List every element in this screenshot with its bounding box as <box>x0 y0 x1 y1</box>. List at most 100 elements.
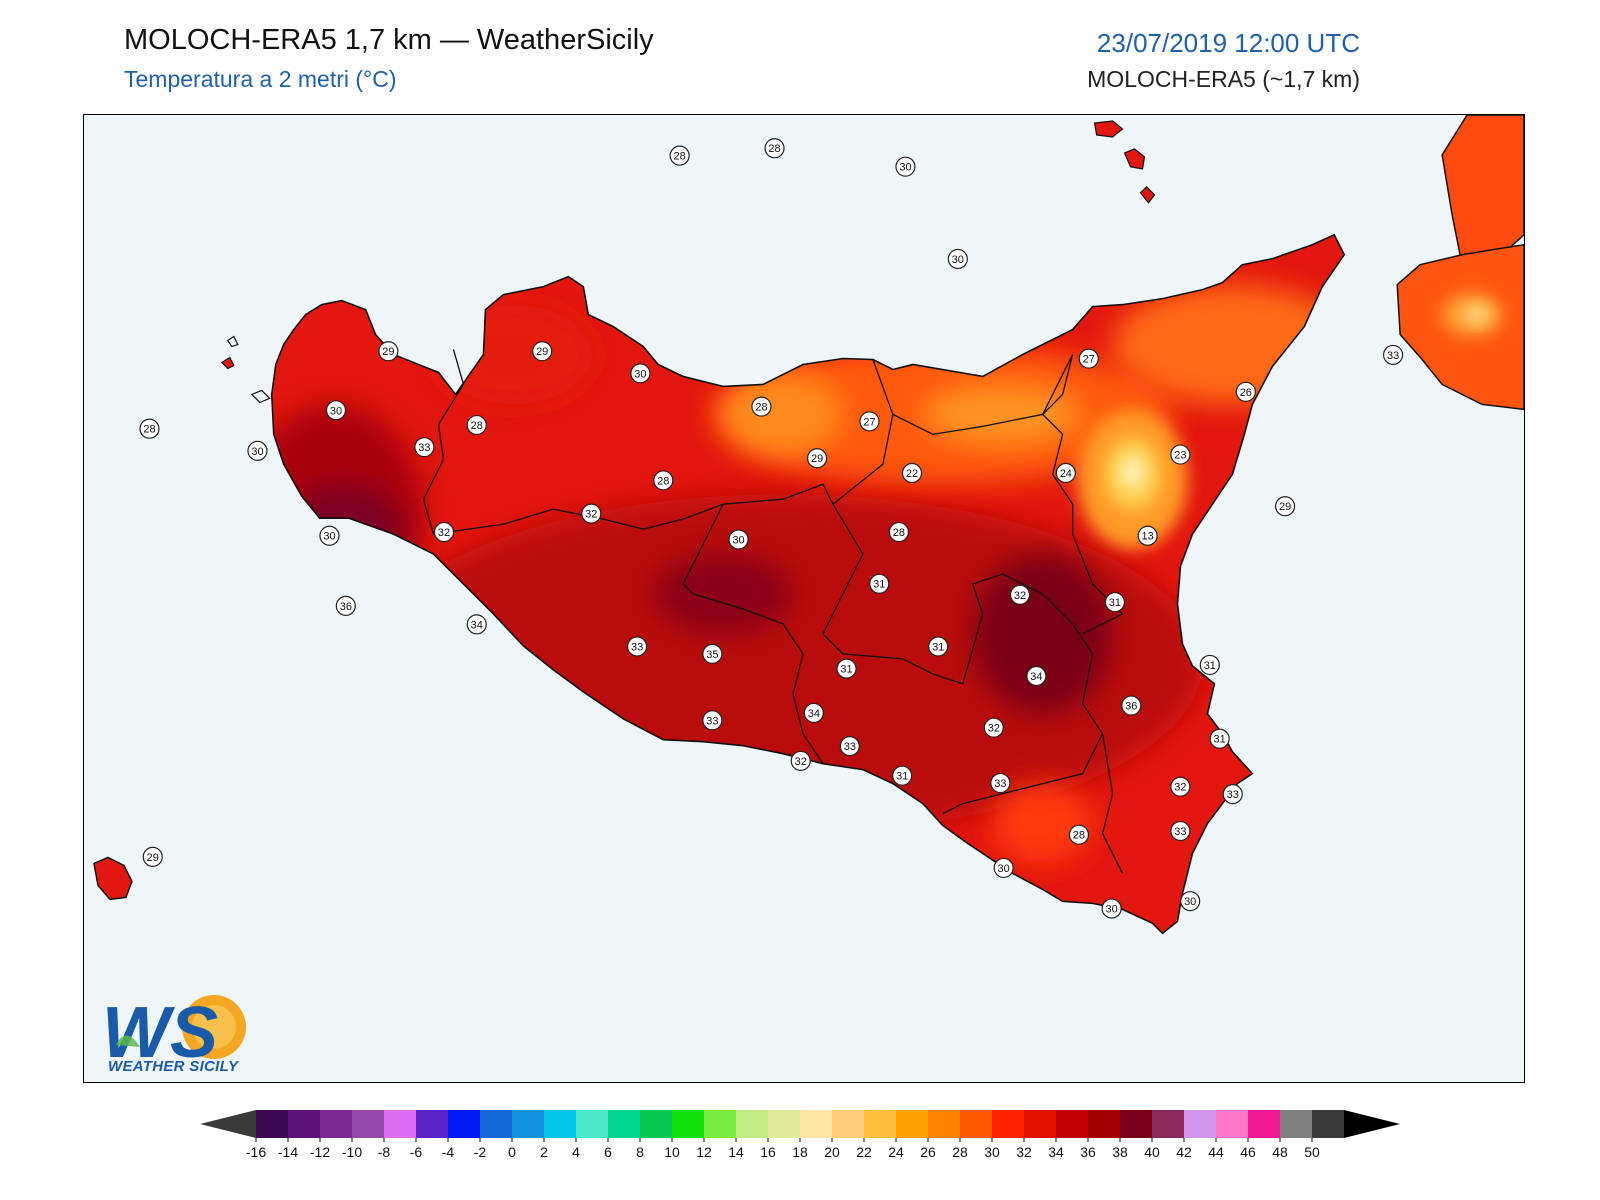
temperature-label-circle <box>1055 462 1076 484</box>
temperature-label: 31 <box>1199 654 1220 676</box>
temperature-label-circle <box>1235 381 1256 402</box>
colorbar-tick-label: -16 <box>246 1144 266 1160</box>
colorbar-tick-label: -8 <box>378 1144 391 1160</box>
colorbar-tick-label: 0 <box>508 1144 516 1160</box>
temperature-label-text: 28 <box>893 527 905 539</box>
map-canvas: 28 28 30 30 29 29 30 28 27 27 26 33 30 28 33 28 30 29 22 24… <box>84 115 1524 1082</box>
temperature-label: 30 <box>325 400 347 421</box>
temperature-label-circle <box>627 636 648 657</box>
temperature-label-text: 31 <box>896 771 908 783</box>
colorbar-swatch <box>1056 1110 1089 1138</box>
temperature-label: 30 <box>247 440 268 461</box>
colorbar-tick-label: -12 <box>310 1144 330 1160</box>
egadi-islands <box>220 335 271 404</box>
colorbar-tick-label: 22 <box>856 1144 872 1160</box>
temperature-label: 28 <box>669 145 690 166</box>
temperature-label-text: 22 <box>906 468 918 480</box>
temperature-label-text: 33 <box>1174 826 1186 838</box>
temperature-label-circle <box>325 400 347 421</box>
temperature-label: 33 <box>627 636 648 657</box>
temperature-label: 36 <box>1121 695 1142 716</box>
colorbar-swatch <box>256 1110 289 1138</box>
colorbar-swatch <box>1088 1110 1121 1138</box>
colorbar-tick-label: 6 <box>604 1144 612 1160</box>
colorbar-tick-label: 50 <box>1304 1144 1320 1160</box>
colorbar-tick-label: 48 <box>1272 1144 1288 1160</box>
temperature-label-circle <box>1222 784 1243 805</box>
temperature-label-text: 28 <box>143 424 155 436</box>
temperature-label-circle <box>378 341 399 362</box>
colorbar-tick-label: 12 <box>696 1144 712 1160</box>
temperature-label-circle <box>335 595 356 616</box>
temperature-label-text: 27 <box>863 416 875 428</box>
temperature-label: 32 <box>1009 584 1031 605</box>
colorbar-tick-label: 34 <box>1048 1144 1064 1160</box>
temperature-label-text: 30 <box>899 162 911 174</box>
temperature-map[interactable]: 28 28 30 30 29 29 30 28 27 27 26 33 30 28 33 28 30 29 22 24… <box>83 114 1525 1083</box>
temperature-label-circle <box>1137 525 1158 546</box>
temperature-label: 31 <box>1104 592 1125 613</box>
colorbar-tick-label: 2 <box>540 1144 548 1160</box>
temperature-label: 31 <box>892 765 913 786</box>
temperature-label: 27 <box>1078 348 1099 369</box>
temperature-label: 30 <box>993 857 1014 879</box>
temperature-label: 28 <box>139 418 160 439</box>
colorbar-tick-label: 32 <box>1016 1144 1032 1160</box>
temperature-label-text: 27 <box>1083 354 1095 366</box>
temperature-label-text: 30 <box>323 531 335 543</box>
temperature-label-text: 30 <box>1106 904 1118 916</box>
colorbar-swatch <box>448 1110 481 1138</box>
colorbar-swatch <box>1184 1110 1217 1138</box>
ws-logo-icon: WS <box>102 993 246 1073</box>
temperature-label-circle <box>1170 776 1191 797</box>
colorbar-swatch <box>1216 1110 1249 1138</box>
temperature-label-circle <box>836 658 857 679</box>
temperature-label-text: 30 <box>952 254 964 266</box>
temperature-label-text: 33 <box>418 442 430 454</box>
temperature-label: 28 <box>1068 824 1089 845</box>
temperature-label-circle <box>142 846 163 867</box>
temperature-label: 33 <box>1222 784 1243 805</box>
temperature-label: 30 <box>728 529 749 550</box>
colorbar-swatch <box>800 1110 833 1138</box>
temperature-label-circle <box>319 525 340 546</box>
temperature-label: 34 <box>1026 665 1047 687</box>
temperature-label-circle <box>888 521 909 543</box>
logo-text: WEATHER SICILY <box>108 1058 239 1075</box>
colorbar-tick-label: 38 <box>1112 1144 1128 1160</box>
temperature-label-circle <box>928 636 949 657</box>
colorbar-swatch <box>1152 1110 1185 1138</box>
temperature-label-text: 29 <box>811 453 823 465</box>
temperature-label-text: 34 <box>471 619 483 631</box>
colorbar-swatch <box>384 1110 417 1138</box>
temperature-label: 29 <box>532 341 553 362</box>
temperature-label-text: 34 <box>1030 671 1042 683</box>
temperature-label-circle <box>901 462 923 484</box>
temperature-label-circle <box>839 736 860 757</box>
temperature-label-text: 28 <box>471 420 483 432</box>
temperature-label-circle <box>630 363 651 384</box>
temperature-label: 32 <box>581 503 602 524</box>
colorbar-tick-label: 36 <box>1080 1144 1096 1160</box>
temperature-label-text: 31 <box>873 579 885 591</box>
temperature-label-circle <box>1009 584 1031 605</box>
temperature-label-text: 33 <box>844 741 856 753</box>
colorbar-tick-label: 44 <box>1208 1144 1224 1160</box>
colorbar-tick-label: -4 <box>442 1144 455 1160</box>
province-borders <box>422 349 1124 874</box>
temperature-label: 28 <box>751 396 772 417</box>
temperature-label-text: 28 <box>657 475 669 487</box>
colorbar-tick-label: 16 <box>760 1144 776 1160</box>
temperature-label-text: 30 <box>634 368 646 380</box>
temperature-label: 32 <box>1170 776 1191 797</box>
temperature-label-text: 33 <box>1387 350 1399 362</box>
temperature-label-text: 33 <box>994 778 1006 790</box>
temperature-label-circle <box>139 418 160 439</box>
colorbar-swatch <box>1280 1110 1313 1138</box>
temperature-label: 27 <box>859 411 880 432</box>
temperature-label-text: 36 <box>340 601 352 613</box>
colorbar-tick-label: -6 <box>410 1144 423 1160</box>
temperature-label-circle <box>993 857 1014 879</box>
colorbar-swatch <box>928 1110 961 1138</box>
temperature-label-circle <box>466 614 487 635</box>
